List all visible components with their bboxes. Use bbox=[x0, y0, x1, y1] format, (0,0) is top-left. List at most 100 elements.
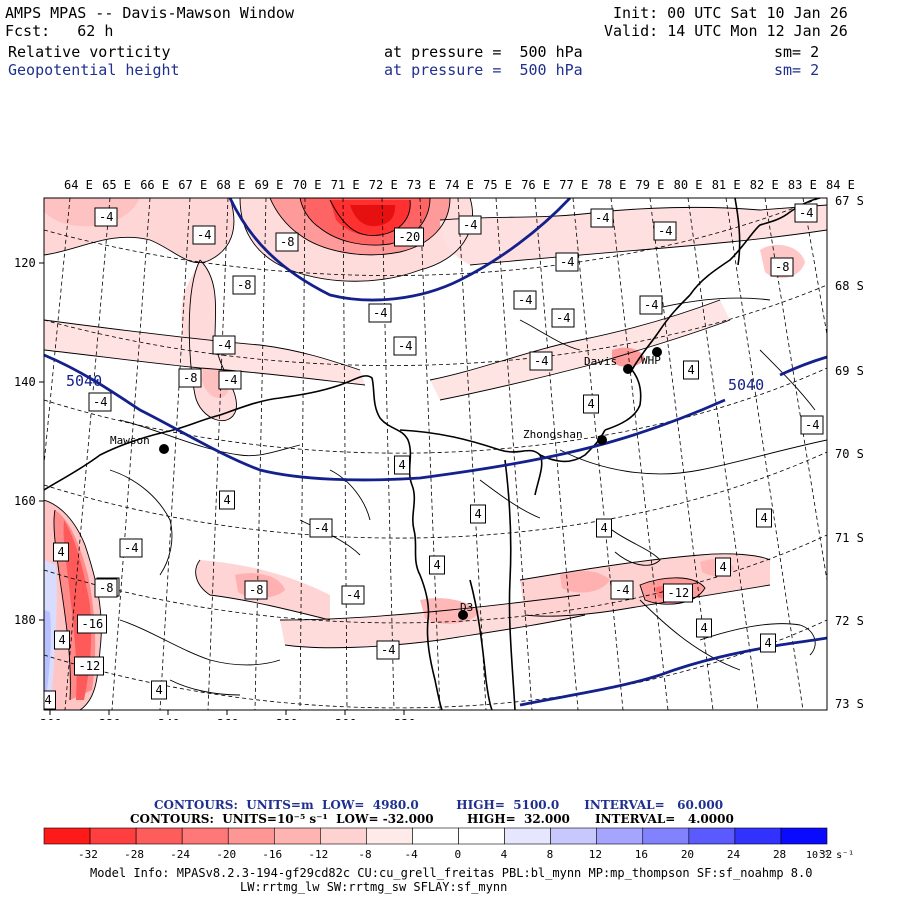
svg-text:-8: -8 bbox=[237, 278, 251, 292]
x-tick-label: 300 bbox=[335, 717, 357, 720]
colorbar-label: 24 bbox=[727, 848, 741, 861]
longitude-label: 71 E bbox=[331, 178, 360, 192]
svg-text:-4: -4 bbox=[644, 298, 658, 312]
svg-text:-4: -4 bbox=[346, 588, 360, 602]
station-marker-davis bbox=[623, 364, 633, 374]
svg-text:-4: -4 bbox=[518, 293, 532, 307]
svg-text:-4: -4 bbox=[799, 206, 813, 220]
vorticity-label: -4 bbox=[639, 295, 663, 315]
vorticity-label: -4 bbox=[794, 203, 818, 223]
longitude-label: 77 E bbox=[559, 178, 588, 192]
y-tick-label: 120 bbox=[14, 256, 36, 270]
field2-name: Geopotential height bbox=[8, 61, 180, 79]
vorticity-label: -4 bbox=[94, 207, 118, 227]
valid-time: Valid: 14 UTC Mon 12 Jan 26 bbox=[604, 22, 848, 40]
colorbar-swatch bbox=[734, 827, 782, 845]
vorticity-label: -4 bbox=[551, 308, 575, 328]
svg-text:-4: -4 bbox=[595, 211, 609, 225]
vorticity-label: -8 bbox=[770, 257, 794, 277]
latitude-label: 68 S bbox=[835, 279, 864, 293]
vorticity-label: -4 bbox=[192, 225, 216, 245]
height-labels: 5040 5040 bbox=[66, 372, 764, 394]
svg-text:4: 4 bbox=[588, 397, 595, 411]
vorticity-label: 4 bbox=[219, 490, 235, 510]
colorbar-label: 4 bbox=[501, 848, 508, 861]
colorbar-label: 20 bbox=[681, 848, 694, 861]
colorbar-label: -28 bbox=[124, 848, 144, 861]
colorbar-swatch bbox=[780, 827, 828, 845]
vorticity-label: -8 bbox=[275, 232, 299, 252]
y-tick-label: 160 bbox=[14, 494, 36, 508]
svg-text:4: 4 bbox=[761, 511, 768, 525]
longitude-label: 74 E bbox=[445, 178, 474, 192]
station-marker-d3 bbox=[458, 610, 468, 620]
longitude-label: 73 E bbox=[407, 178, 436, 192]
vorticity-label: -8 bbox=[178, 368, 202, 388]
coastline bbox=[44, 198, 821, 710]
height-label: 5040 bbox=[728, 376, 764, 394]
station-labels: Mawson Davis WHP Zhongshan D3 bbox=[110, 354, 661, 614]
vorticity-label: 4 bbox=[596, 518, 612, 538]
colorbar-swatch bbox=[550, 827, 598, 845]
vorticity-label: -4 bbox=[218, 370, 242, 390]
svg-text:-4: -4 bbox=[556, 311, 570, 325]
svg-text:-20: -20 bbox=[399, 230, 421, 244]
colorbar-label: 32 bbox=[819, 848, 832, 861]
colorbar-swatch bbox=[181, 827, 229, 845]
vorticity-label: -4 bbox=[309, 518, 333, 538]
vorticity-label: 4 bbox=[54, 630, 70, 650]
vorticity-labels: -4 -4 -8 -20 -4 -4 -4 -4 -4 -8 -8 -4 -4 -4 -4 -4 -4 -4 -8 -… bbox=[44, 203, 824, 710]
longitude-label: 83 E bbox=[788, 178, 817, 192]
vorticity-label: 4 bbox=[394, 455, 410, 475]
latitude-label: 69 S bbox=[835, 364, 864, 378]
colorbar-swatch bbox=[688, 827, 736, 845]
longitude-label: 81 E bbox=[712, 178, 741, 192]
station-label: Mawson bbox=[110, 434, 150, 447]
longitude-label: 64 E bbox=[64, 178, 93, 192]
vorticity-label: -4 bbox=[529, 351, 553, 371]
field2-pressure: at pressure = 500 hPa bbox=[384, 61, 583, 79]
svg-text:-4: -4 bbox=[124, 541, 138, 555]
colorbar-swatch bbox=[366, 827, 413, 845]
y-tick-label: 140 bbox=[14, 375, 36, 389]
colorbar-label: 0 bbox=[455, 848, 462, 861]
y-ticks: 120 140 160 180 bbox=[14, 256, 44, 627]
field2-smoothing: sm= 2 bbox=[774, 61, 820, 79]
longitude-label: 79 E bbox=[636, 178, 665, 192]
init-time: Init: 00 UTC Sat 10 Jan 26 bbox=[613, 4, 848, 22]
colorbar: -32 -28 -24 -20 -16 -12 -8 -4 0 4 8 12 16 20 24 28 3210⁻… bbox=[43, 827, 854, 861]
x-tick-label: 280 bbox=[276, 717, 298, 720]
vorticity-label: 4 bbox=[470, 504, 486, 524]
svg-text:-4: -4 bbox=[223, 373, 237, 387]
latitude-label: 70 S bbox=[835, 447, 864, 461]
svg-text:4: 4 bbox=[58, 545, 65, 559]
colorbar-swatch bbox=[89, 827, 137, 845]
station-marker-whp bbox=[652, 347, 662, 357]
colorbar-swatch bbox=[43, 827, 91, 845]
svg-text:4: 4 bbox=[45, 693, 52, 707]
station-label: Zhongshan bbox=[523, 428, 583, 441]
station-label: D3 bbox=[460, 601, 473, 614]
height-contour-info: CONTOURS: UNITS=m LOW= 4980.0 HIGH= 5100… bbox=[154, 798, 724, 812]
longitude-label: 72 E bbox=[369, 178, 398, 192]
colorbar-label: -20 bbox=[216, 848, 236, 861]
svg-text:-4: -4 bbox=[615, 583, 629, 597]
longitude-label: 76 E bbox=[521, 178, 550, 192]
vorticity-label: 4 bbox=[683, 360, 699, 380]
vorticity-label: -4 bbox=[653, 221, 677, 241]
colorbar-label: 12 bbox=[589, 848, 602, 861]
vorticity-label: -8 bbox=[94, 578, 118, 598]
longitude-label: 82 E bbox=[750, 178, 779, 192]
colorbar-swatch bbox=[273, 827, 321, 845]
station-marker-zhongshan bbox=[597, 435, 607, 445]
vorticity-contours bbox=[44, 198, 827, 710]
vorticity-label: 4 bbox=[429, 555, 445, 575]
station-label: Davis bbox=[584, 355, 617, 368]
svg-text:-12: -12 bbox=[668, 586, 690, 600]
svg-text:-4: -4 bbox=[805, 418, 819, 432]
vorticity-label: -4 bbox=[341, 585, 365, 605]
vorticity-label: -4 bbox=[610, 580, 634, 600]
svg-text:4: 4 bbox=[475, 507, 482, 521]
colorbar-swatch bbox=[135, 827, 183, 845]
svg-text:-4: -4 bbox=[381, 643, 395, 657]
